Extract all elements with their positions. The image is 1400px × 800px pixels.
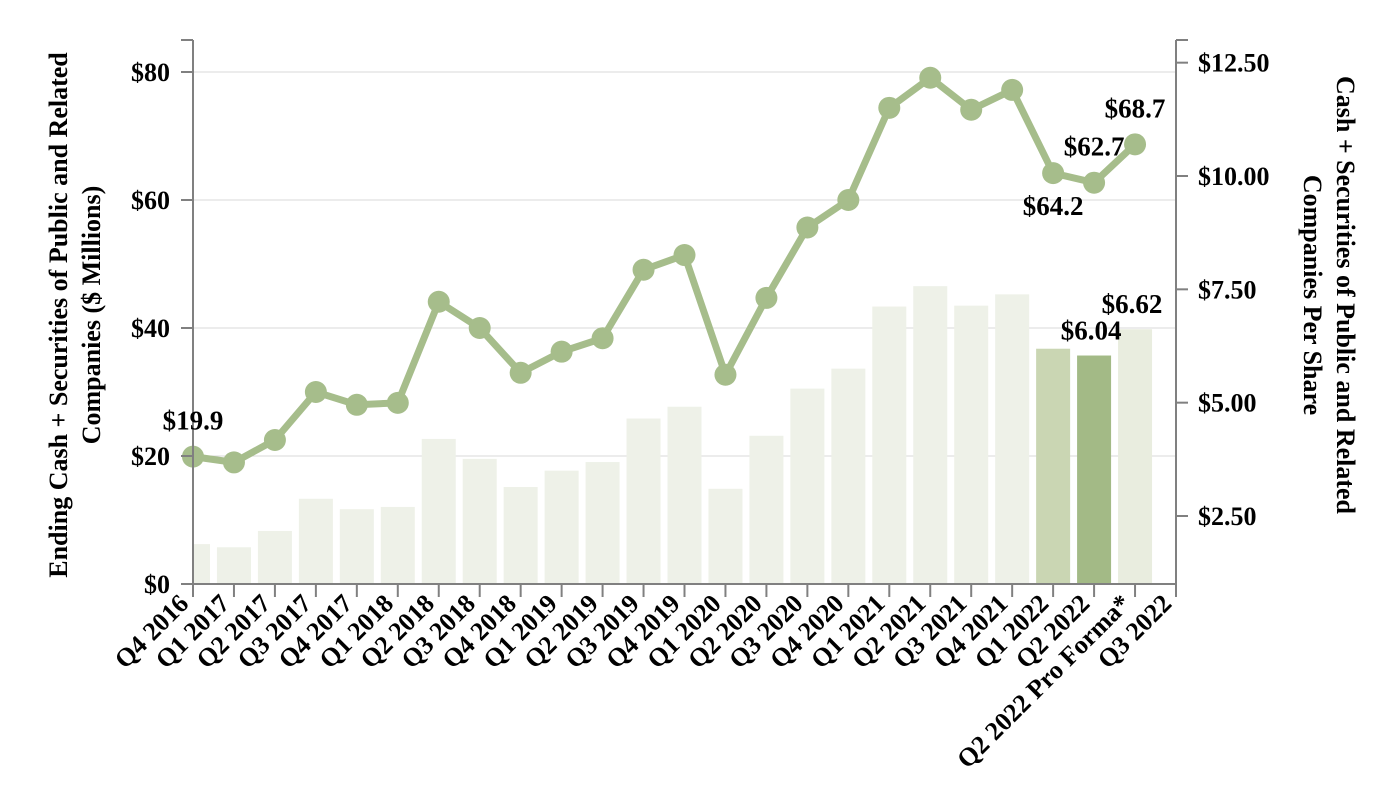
left-axis-tick-label: $80 <box>131 58 170 87</box>
line-marker <box>427 290 450 313</box>
line-marker <box>1124 133 1147 156</box>
line-marker <box>345 393 368 416</box>
bar <box>421 438 456 584</box>
line-marker <box>509 361 532 384</box>
bar <box>831 368 866 584</box>
bar <box>954 305 989 584</box>
left-axis-tick-label: $40 <box>131 314 170 343</box>
bar <box>626 418 661 584</box>
line-marker <box>960 98 983 121</box>
right-axis-tick-label: $7.50 <box>1198 275 1257 304</box>
right-axis-tick-label: $2.50 <box>1198 502 1257 531</box>
bar-data-label: $6.62 <box>1102 289 1163 319</box>
bar <box>503 486 538 584</box>
line-marker <box>919 66 942 89</box>
line-data-label: $64.2 <box>1023 191 1084 221</box>
right-axis-tick-label: $10.00 <box>1198 162 1270 191</box>
bar <box>462 458 497 584</box>
left-axis-tick-label: $0 <box>144 570 170 599</box>
bar-data-label: $6.04 <box>1061 316 1122 346</box>
line-marker <box>714 363 737 386</box>
bar <box>380 506 415 584</box>
data-labels: $19.9 $64.2 $62.7 $68.7 $6.04$6.62 <box>163 93 1166 435</box>
bar <box>790 388 825 584</box>
line-data-label: $68.7 <box>1105 93 1166 123</box>
bar <box>708 488 743 584</box>
right-axis-tick-label: $5.00 <box>1198 389 1257 418</box>
bar <box>216 547 251 584</box>
cash-line-series <box>182 66 1147 474</box>
line-marker <box>796 216 819 239</box>
line-marker <box>632 258 655 281</box>
line-data-label: $62.7 <box>1064 132 1125 162</box>
bar <box>995 294 1030 584</box>
bar <box>749 435 784 584</box>
bar <box>667 406 702 584</box>
bar <box>1118 329 1153 584</box>
line-marker <box>673 244 696 267</box>
line-marker <box>1083 171 1106 194</box>
bar <box>585 462 620 584</box>
bar <box>193 544 210 584</box>
bar <box>1036 348 1071 584</box>
line-marker <box>222 451 245 474</box>
bar <box>544 470 579 584</box>
left-axis-tick-label: $60 <box>131 186 170 215</box>
line-marker <box>550 340 573 363</box>
line-marker <box>468 317 491 339</box>
line-data-label: $19.9 <box>163 406 224 436</box>
line-marker <box>755 286 778 309</box>
line-marker <box>1001 78 1024 101</box>
line-marker <box>837 189 860 211</box>
bar <box>872 306 907 584</box>
cash-line <box>189 74 1139 466</box>
line-marker <box>263 429 286 451</box>
line-marker <box>591 327 614 350</box>
line-marker <box>1042 162 1065 185</box>
bar <box>1077 355 1112 584</box>
per-share-bars <box>193 286 1153 584</box>
right-axis-tick-label: $12.50 <box>1198 49 1270 78</box>
left-axis-tick-label: $20 <box>131 442 170 471</box>
line-marker <box>878 96 901 119</box>
bar <box>339 509 374 584</box>
bar <box>913 286 948 584</box>
line-marker <box>386 391 409 414</box>
bar <box>298 498 333 584</box>
bar <box>257 530 292 584</box>
line-marker <box>304 381 327 403</box>
